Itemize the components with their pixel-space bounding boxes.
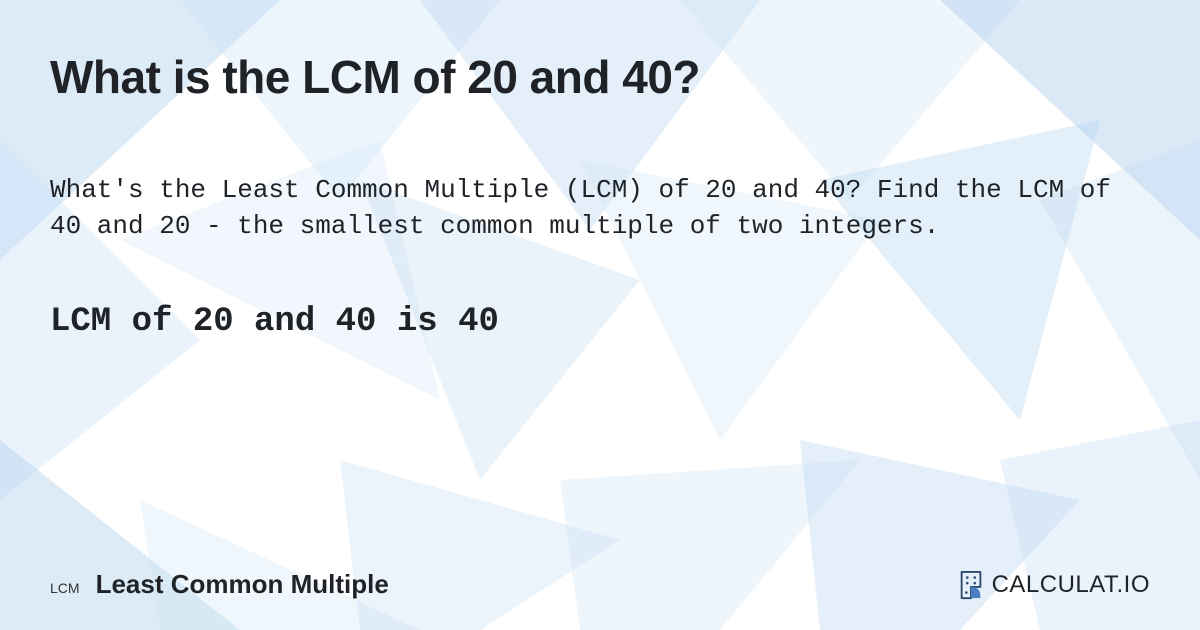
result-text: LCM of 20 and 40 is 40 <box>50 303 1150 341</box>
main-content: What is the LCM of 20 and 40? What's the… <box>0 0 1200 341</box>
footer-badge: LCM <box>50 580 80 596</box>
page-title: What is the LCM of 20 and 40? <box>50 50 1150 104</box>
footer-bar: LCM Least Common Multiple CALCULAT.IO <box>50 569 1150 600</box>
footer-left: LCM Least Common Multiple <box>50 569 389 600</box>
brand-name: CALCULAT.IO <box>992 571 1150 599</box>
brand-logo: CALCULAT.IO <box>956 570 1150 600</box>
footer-category-title: Least Common Multiple <box>96 569 389 600</box>
calculator-icon <box>956 570 986 600</box>
description-text: What's the Least Common Multiple (LCM) o… <box>50 172 1150 245</box>
